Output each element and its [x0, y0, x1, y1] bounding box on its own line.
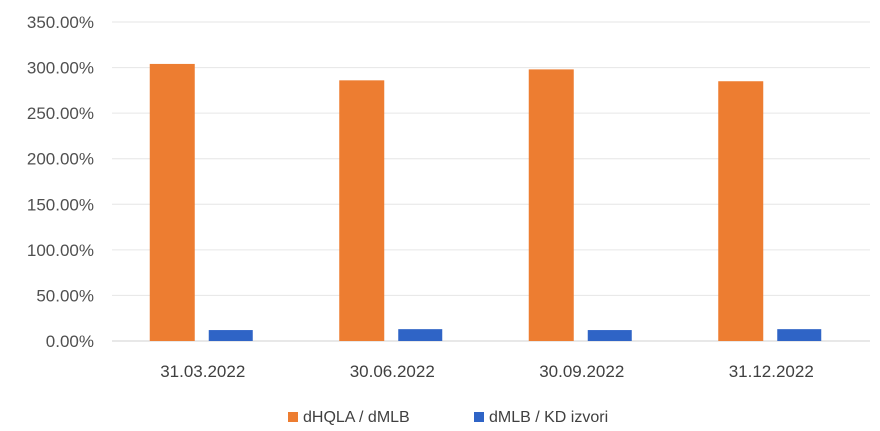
bar-dhqla-dmlb — [339, 80, 385, 342]
x-category-label: 30.06.2022 — [350, 362, 435, 381]
bar-dmlb-kd-izvori — [777, 329, 822, 341]
bar-dhqla-dmlb — [718, 81, 764, 341]
bar-dmlb-kd-izvori — [587, 330, 632, 341]
y-axis-ticks: 0.00% 50.00% 100.00% 150.00% 200.00% 250.00% 3… — [27, 13, 94, 351]
y-tick-label: 50.00% — [36, 286, 94, 305]
x-category-label: 31.03.2022 — [160, 362, 245, 381]
bar-dmlb-kd-izvori — [208, 330, 253, 341]
gridlines — [112, 21, 870, 342]
legend-swatch — [474, 412, 484, 422]
bars — [149, 63, 822, 342]
y-tick-label: 0.00% — [46, 332, 94, 351]
legend-swatch — [288, 412, 298, 422]
legend-label: dMLB / KD izvori — [489, 409, 608, 426]
y-tick-label: 300.00% — [27, 59, 94, 78]
x-category-label: 31.12.2022 — [729, 362, 814, 381]
bar-dmlb-kd-izvori — [398, 329, 443, 341]
y-tick-label: 150.00% — [27, 195, 94, 214]
y-tick-label: 250.00% — [27, 104, 94, 123]
legend-label: dHQLA / dMLB — [303, 409, 410, 426]
y-tick-label: 100.00% — [27, 241, 94, 260]
bar-dhqla-dmlb — [528, 69, 574, 341]
bar-dhqla-dmlb — [149, 63, 195, 341]
legend: dHQLA / dMLB dMLB / KD izvori — [288, 409, 608, 426]
x-category-label: 30.09.2022 — [539, 362, 624, 381]
y-tick-label: 350.00% — [27, 13, 94, 32]
y-tick-label: 200.00% — [27, 150, 94, 169]
x-axis-categories: 31.03.2022 30.06.2022 30.09.2022 31.12.2022 — [160, 362, 814, 381]
